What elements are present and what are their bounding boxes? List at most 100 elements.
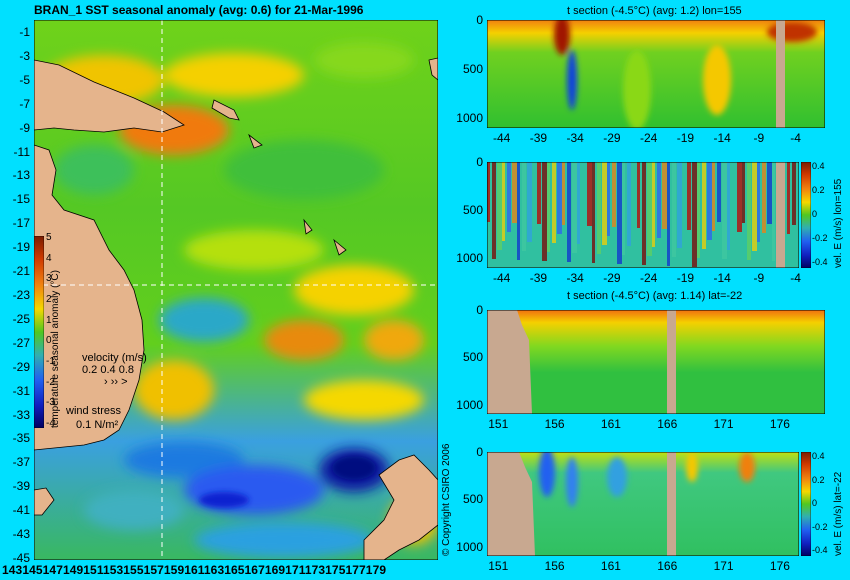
latitude-label: -29 — [12, 359, 30, 374]
vel-colorbar-tick-label: -0.2 — [812, 233, 828, 243]
longitude-axis-labels: 1431451471491511531551571591611631651671… — [2, 563, 387, 577]
x-tick-label: 166 — [657, 417, 678, 431]
x-tick-label: 166 — [657, 559, 678, 573]
velocity-stripe — [607, 162, 610, 236]
x-tick-label: -4 — [790, 131, 801, 145]
x-tick-label: -34 — [566, 271, 584, 285]
velocity-stripe — [627, 162, 631, 246]
latitude-label: -7 — [19, 96, 30, 111]
latitude-label: -3 — [19, 48, 30, 63]
depth-tick-label: 500 — [462, 350, 483, 365]
depth-tick-label: 1000 — [456, 539, 483, 554]
vel-colorbar-tick-label: 0 — [812, 209, 818, 219]
velocity-stripe — [592, 162, 595, 263]
latitude-label: -39 — [12, 479, 30, 494]
colorbar-tick-label: 5 — [46, 232, 52, 243]
sst-anomaly-map[interactable] — [34, 20, 438, 560]
velocity-stripe — [612, 162, 616, 227]
velocity-stripe — [657, 162, 661, 238]
vel-colorbar-tick-label: -0.2 — [812, 521, 828, 532]
depth-tick-label: 500 — [462, 492, 483, 507]
velocity-stripe — [572, 162, 577, 253]
depth-tick-label: 500 — [462, 203, 483, 218]
velocity-stripe — [512, 162, 517, 223]
velocity-stripe — [487, 162, 490, 222]
colorbar-tick-label: -4 — [46, 418, 55, 429]
velocity-stripe — [532, 162, 535, 233]
latitude-label: -23 — [12, 288, 30, 302]
x-tick-label: -44 — [493, 131, 511, 145]
x-tick-label: -19 — [676, 131, 695, 145]
panel-2-colorbar-label: vel. E (m/s) lon=155 — [833, 178, 844, 268]
latitude-label: -1 — [19, 25, 30, 39]
x-tick-label: 176 — [769, 559, 790, 573]
velocity-stripe — [737, 162, 742, 232]
velocity-legend-title: velocity (m/s) — [82, 352, 147, 364]
velocity-stripe — [702, 162, 706, 249]
velocity-stripe — [567, 162, 571, 262]
panel-4-vel-section[interactable] — [487, 452, 799, 556]
velocity-stripe — [687, 162, 691, 230]
latitude-label: -19 — [12, 240, 30, 255]
velocity-stripe — [527, 162, 532, 242]
velocity-stripe — [722, 162, 727, 259]
velocity-stripe — [787, 162, 790, 234]
panel-4-colorbar — [801, 452, 811, 556]
latitude-label: -17 — [12, 216, 30, 231]
velocity-stripe — [727, 162, 730, 250]
velocity-stripe — [762, 162, 766, 233]
x-tick-label: -14 — [713, 131, 731, 145]
velocity-stripe — [552, 162, 556, 243]
latitude-label: -13 — [12, 168, 30, 183]
velocity-stripe — [542, 162, 547, 261]
colorbar-tick-label: -3 — [46, 397, 55, 409]
velocity-stripe — [597, 162, 601, 254]
velocity-stripe — [577, 162, 580, 244]
x-tick-label: 151 — [488, 417, 509, 431]
latitude-label: -37 — [12, 455, 30, 470]
velocity-stripe — [507, 162, 511, 232]
depth-tick-label: 1000 — [456, 251, 483, 266]
velocity-stripe — [517, 162, 520, 260]
map-title: BRAN_1 SST seasonal anomaly (avg: 0.6) f… — [34, 3, 364, 17]
panel-1-title: t section (-4.5°C) (avg: 1.2) lon=155 — [567, 5, 742, 17]
latitude-label: -33 — [12, 407, 30, 422]
x-tick-label: -39 — [529, 271, 548, 285]
x-tick-label: 171 — [713, 417, 734, 431]
velocity-stripe — [537, 162, 541, 224]
velocity-stripe — [582, 162, 586, 235]
panel-4-colorbar-label: vel. E (m/s) lat=-22 — [833, 471, 844, 556]
latitude-label: -27 — [12, 335, 30, 350]
velocity-stripe — [792, 162, 796, 225]
panel-2-vel-section[interactable] — [487, 162, 799, 268]
velocity-stripe — [502, 162, 505, 241]
velocity-stripe — [767, 162, 772, 224]
velocity-stripe — [492, 162, 496, 259]
latitude-label: -45 — [12, 551, 30, 565]
latitude-label: -41 — [12, 503, 30, 518]
velocity-stripe — [677, 162, 682, 248]
x-tick-label: -4 — [790, 271, 801, 285]
velocity-stripe — [637, 162, 640, 228]
velocity-stripe — [587, 162, 592, 226]
colorbar-tick-label: 1 — [46, 314, 52, 326]
x-tick-label: 171 — [713, 559, 734, 573]
anomaly-blobs — [44, 42, 438, 558]
velocity-legend: velocity (m/s) 0.2 0.4 0.8 › ›› > — [82, 352, 147, 388]
depth-tick-label: 0 — [476, 445, 483, 459]
depth-tick-label: 500 — [462, 62, 483, 77]
vel-colorbar-tick-label: 0.2 — [812, 474, 825, 485]
panel-3-t-section[interactable] — [487, 310, 825, 414]
velocity-stripe — [682, 162, 685, 239]
wind-stress-legend: wind stress 0.1 N/m² — [66, 404, 121, 432]
velocity-stripe — [752, 162, 757, 251]
latitude-label: -43 — [12, 527, 30, 542]
velocity-stripe — [717, 162, 721, 222]
x-tick-label: 151 — [488, 559, 509, 573]
latitude-label: -25 — [12, 311, 30, 326]
map-colorbar-label: temperature seasonal anomaly (°C) — [50, 270, 61, 428]
velocity-stripe — [547, 162, 550, 252]
velocity-stripe — [772, 162, 775, 261]
panel-1-t-section[interactable] — [487, 20, 825, 128]
colorbar-tick-label: -1 — [46, 356, 55, 367]
